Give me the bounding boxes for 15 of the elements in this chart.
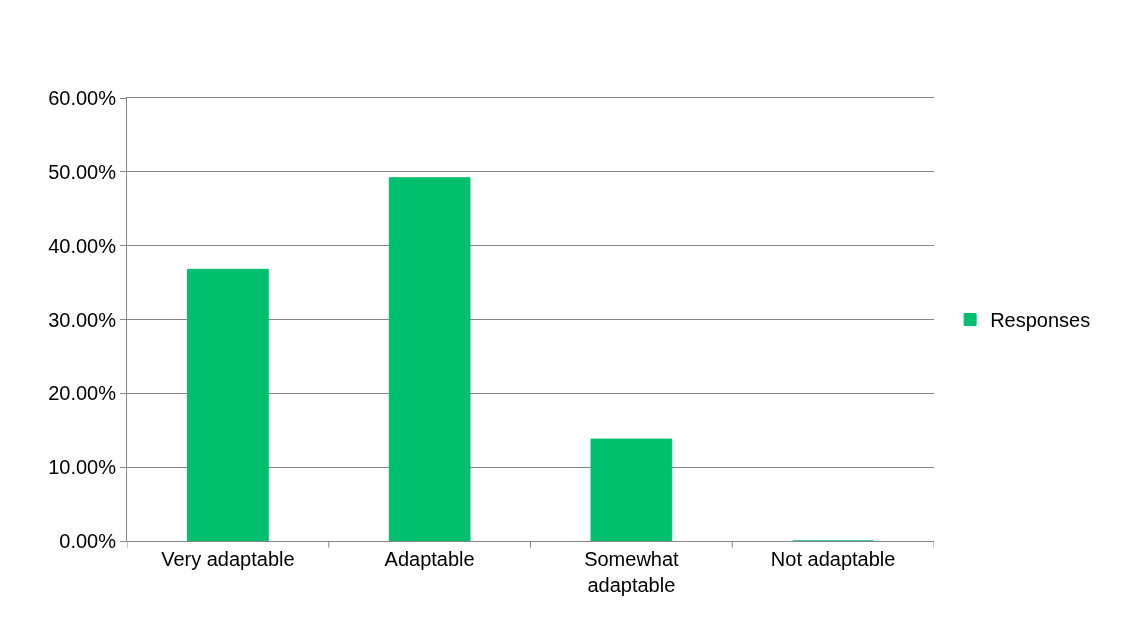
y-tick-label: 20.00% [48,382,117,405]
y-tick-label: 0.00% [59,530,117,552]
x-tick-label: Adaptable [384,548,475,570]
x-tick-label: Not adaptable [770,548,896,570]
y-tick-label: 50.00% [48,160,117,183]
x-tick-label: Very adaptable [161,548,295,570]
bar [590,438,673,541]
y-tick-label: 30.00% [48,308,117,331]
y-tick-label: 60.00% [48,87,117,109]
bar [388,177,471,541]
legend-label: Responses [990,309,1091,332]
x-tick-label: Somewhat adaptable [584,548,680,596]
bar [187,268,269,541]
y-tick-label: 40.00% [48,234,117,257]
y-tick-label: 10.00% [48,456,117,479]
